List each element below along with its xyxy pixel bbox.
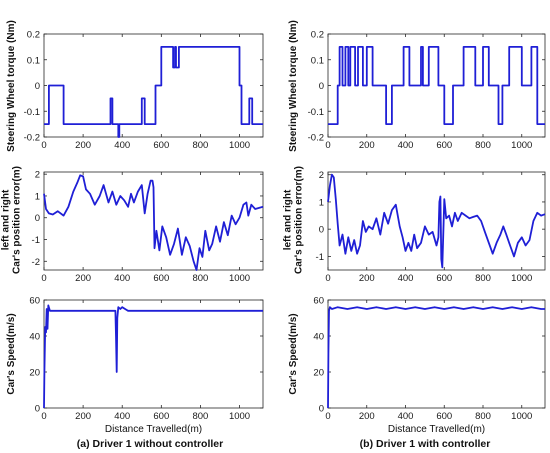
y-tick-label: 20 [313,368,324,379]
caption-left: (a) Driver 1 without controller [77,438,223,450]
x-tick-label: 400 [114,273,130,284]
panel-a-steering-torque: 0 200 400 600 800 1000 -0.2 -0.1 0 0.1 0.2 Steering… [6,20,264,152]
x-axis-label: Distance Travelled(m) [388,424,485,435]
x-tick-label: 600 [436,273,452,284]
x-tick-label: 600 [153,411,169,422]
x-tick-label: 0 [41,140,46,151]
y-tick-label: -0.1 [24,107,40,118]
ylabel-speed: Car's Speed(m/s) [6,313,17,394]
y-tick-label: 0 [319,81,324,92]
y-tick-label: 0.1 [311,55,324,66]
y-tick-label: 60 [313,296,324,307]
x-tick-label: 600 [436,140,452,151]
panel-b-car-speed: 0 200 400 600 800 1000 0 20 40 60 Car's Speed(m/s)… [288,296,546,435]
x-tick-label: 1000 [511,140,532,151]
x-tick-label: 0 [325,140,330,151]
y-tick-label: 0 [35,81,40,92]
y-tick-label: -1 [316,252,324,263]
y-tick-label: 0 [35,404,40,415]
x-tick-label: 800 [475,273,491,284]
series-line [43,174,264,271]
series-line [43,304,263,409]
x-axis-label: Distance Travelled(m) [105,424,202,435]
x-tick-label: 600 [153,273,169,284]
ylabel-position-error: left and rightCar's position error(m) [1,166,23,274]
x-tick-label: 200 [359,273,375,284]
y-tick-label: 1 [319,197,324,208]
x-tick-label: 600 [436,411,452,422]
ylabel-torque: Steering Wheel torque (Nm) [288,20,299,152]
x-tick-label: 400 [398,273,414,284]
x-tick-label: 200 [75,411,91,422]
x-tick-label: 400 [114,140,130,151]
series-line [44,46,263,138]
x-tick-label: 200 [359,140,375,151]
x-tick-label: 0 [41,273,46,284]
y-tick-label: 0 [319,225,324,236]
y-tick-label: 0 [319,404,324,415]
x-tick-label: 1000 [229,273,250,284]
x-tick-label: 800 [192,140,208,151]
x-tick-label: 1000 [229,411,250,422]
x-tick-label: 800 [192,411,208,422]
y-tick-label: -0.1 [308,107,324,118]
x-tick-label: 800 [475,140,491,151]
axes-frame [43,299,264,409]
x-tick-label: 400 [398,411,414,422]
x-tick-label: 200 [75,140,91,151]
series-line [328,46,545,125]
y-tick-label: 0.2 [27,30,40,41]
x-tick-label: 400 [398,140,414,151]
axes-frame [327,33,546,138]
y-tick-label: 20 [29,368,40,379]
caption-right: (b) Driver 1 with controller [360,438,491,450]
ylabel-position-error: left and rightCar's position error(m) [283,166,305,274]
axes-frame [327,171,546,271]
y-tick-label: -2 [32,257,40,268]
series-line [327,306,545,409]
x-tick-label: 0 [41,411,46,422]
y-tick-label: 2 [319,170,324,181]
x-tick-label: 0 [325,273,330,284]
x-tick-label: 600 [153,140,169,151]
y-tick-label: -0.2 [24,133,40,144]
x-tick-label: 400 [114,411,130,422]
panel-a-car-speed: 0 200 400 600 800 1000 0 20 40 60 Car's Speed(m/s)… [6,296,264,435]
y-tick-label: 40 [313,332,324,343]
axes-frame [43,33,264,138]
y-tick-label: 1 [35,191,40,202]
panel-a-position-error: 0 200 400 600 800 1000 -2 -1 0 1 2 left and rightCa… [1,166,264,284]
x-tick-label: 800 [475,411,491,422]
x-tick-label: 1000 [229,140,250,151]
y-tick-label: 40 [29,332,40,343]
x-tick-label: 0 [325,411,330,422]
y-tick-label: 0 [35,213,40,224]
x-tick-label: 800 [192,273,208,284]
series-line [327,173,546,269]
x-tick-label: 200 [75,273,91,284]
panel-b-steering-torque: 0 200 400 600 800 1000 -0.2 -0.1 0 0.1 0.2 Steering… [288,20,546,152]
y-tick-label: 0.1 [27,55,40,66]
y-tick-label: 2 [35,170,40,181]
y-tick-label: -0.2 [308,133,324,144]
y-tick-label: 0.2 [311,30,324,41]
axes-frame [327,299,546,409]
x-tick-label: 200 [359,411,375,422]
x-tick-label: 1000 [511,411,532,422]
ylabel-speed: Car's Speed(m/s) [288,313,299,394]
y-tick-label: -1 [32,235,40,246]
y-tick-label: 60 [29,296,40,307]
x-tick-label: 1000 [511,273,532,284]
ylabel-torque: Steering Wheel torque (Nm) [6,20,17,152]
